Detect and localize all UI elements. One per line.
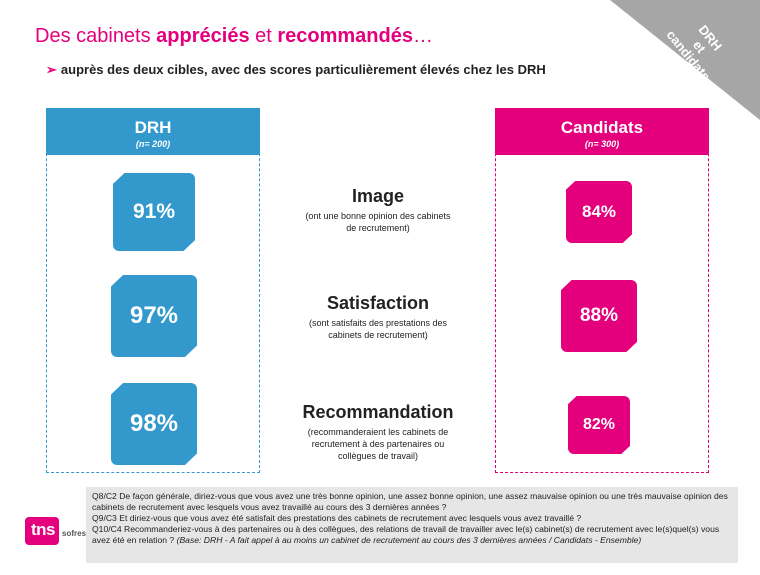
- candidats-sample-size: (n= 300): [584, 139, 620, 149]
- category-recommandation: Recommandation (recommanderaient les cab…: [262, 402, 494, 462]
- drh-column-header: DRH (n= 200): [46, 108, 260, 155]
- footnote-q9: Q9/C3 Et diriez-vous que vous avez été s…: [92, 513, 582, 523]
- page-subtitle: ➢ auprès des deux cibles, avec des scores…: [46, 62, 546, 77]
- drh-satisfaction-score: 97%: [111, 275, 197, 357]
- drh-sample-size: (n= 200): [135, 139, 171, 149]
- corner-tag: DRH et candidats: [610, 0, 760, 120]
- logo-background: [25, 517, 59, 545]
- footnote-q10: Q10/C4 Recommanderiez-vous à des partena…: [92, 524, 720, 545]
- category-description: (sont satisfaits des prestations des cab…: [308, 318, 448, 340]
- tns-sofres-logo: tns sofres: [25, 517, 87, 547]
- logo-sofres-text: sofres: [62, 529, 87, 538]
- footnote-q8: Q8/C2 De façon générale, diriez-vous que…: [92, 491, 728, 512]
- candidats-image-score: 84%: [566, 181, 632, 243]
- category-description: (ont une bonne opinion des cabinets de r…: [305, 211, 451, 233]
- arrow-bullet-icon: ➢: [46, 62, 57, 77]
- drh-column-title: DRH: [134, 118, 172, 137]
- category-satisfaction: Satisfaction (sont satisfaits des presta…: [262, 293, 494, 341]
- page-title: Des cabinets appréciés et recommandés…: [35, 25, 433, 47]
- candidats-satisfaction-score: 88%: [561, 280, 637, 352]
- drh-image-score: 91%: [113, 173, 195, 251]
- candidats-column-header: Candidats (n= 300): [495, 108, 709, 155]
- category-title: Image: [351, 186, 405, 206]
- category-description: (recommanderaient les cabinets de recrut…: [307, 427, 449, 461]
- logo-tns-text: tns: [31, 520, 56, 539]
- category-title: Recommandation: [302, 402, 454, 422]
- drh-recommandation-score: 98%: [111, 383, 197, 465]
- footnote-base: (Base: DRH - A fait appel à au moins un …: [176, 535, 642, 545]
- candidats-column-title: Candidats: [560, 118, 644, 137]
- candidats-recommandation-score: 82%: [568, 396, 630, 454]
- corner-triangle: [610, 0, 760, 120]
- questions-footnote: Q8/C2 De façon générale, diriez-vous que…: [86, 487, 738, 563]
- category-title: Satisfaction: [326, 293, 430, 313]
- category-image: Image (ont une bonne opinion des cabinet…: [262, 186, 494, 234]
